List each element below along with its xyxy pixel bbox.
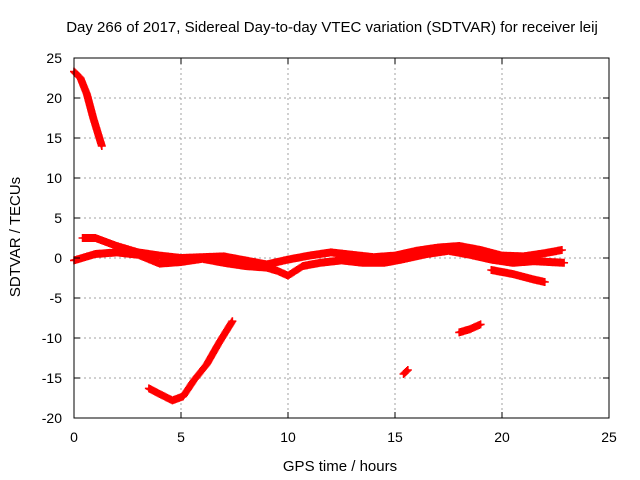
data-point bbox=[94, 236, 97, 240]
data-point bbox=[192, 379, 196, 382]
data-point bbox=[500, 254, 504, 257]
data-point bbox=[562, 261, 566, 264]
data-point bbox=[329, 251, 332, 254]
data-point bbox=[308, 254, 311, 257]
data-point bbox=[532, 260, 536, 263]
data-point bbox=[179, 260, 183, 264]
data-point bbox=[406, 368, 410, 372]
data-point bbox=[222, 261, 225, 264]
data-point bbox=[231, 320, 234, 323]
data-point bbox=[458, 331, 461, 334]
y-tick-label: 5 bbox=[54, 210, 62, 226]
axis-ticks: 0 5 10 15 20 25 -20 -15 -10 -5 0 5 10 15 20 25 bbox=[42, 50, 617, 445]
series-track-short-mid bbox=[455, 320, 485, 337]
data-point bbox=[511, 261, 514, 264]
data-point bbox=[265, 266, 268, 269]
data-point bbox=[201, 257, 204, 260]
y-tick-label: 15 bbox=[46, 130, 62, 146]
data-point bbox=[415, 249, 418, 252]
x-tick-label: 10 bbox=[280, 429, 296, 445]
data-point bbox=[85, 92, 89, 96]
y-tick-label: -5 bbox=[50, 290, 63, 306]
data-point bbox=[383, 261, 386, 264]
x-tick-label: 15 bbox=[387, 429, 403, 445]
data-point bbox=[522, 255, 525, 258]
y-tick-label: -10 bbox=[42, 330, 62, 346]
data-point bbox=[147, 387, 151, 390]
x-tick-label: 5 bbox=[177, 429, 185, 445]
data-point bbox=[490, 258, 493, 261]
x-axis-label: GPS time / hours bbox=[283, 458, 397, 475]
data-point bbox=[218, 340, 221, 344]
data-point bbox=[532, 278, 536, 281]
data-point bbox=[447, 249, 450, 252]
data-point bbox=[468, 328, 472, 331]
data-point bbox=[244, 259, 247, 262]
data-point bbox=[301, 264, 305, 268]
x-tick-label: 25 bbox=[601, 429, 617, 445]
data-point bbox=[181, 395, 185, 398]
data-point bbox=[393, 254, 397, 257]
data-point bbox=[340, 259, 343, 262]
plot-frame bbox=[73, 57, 610, 419]
y-tick-label: -15 bbox=[42, 370, 62, 386]
x-tick-label: 20 bbox=[494, 429, 510, 445]
data-point bbox=[468, 253, 472, 256]
data-point bbox=[490, 268, 493, 272]
data-point bbox=[158, 392, 161, 396]
x-tick-label: 0 bbox=[70, 429, 78, 445]
data-point bbox=[458, 244, 461, 248]
data-point bbox=[479, 323, 482, 326]
data-point bbox=[402, 372, 405, 376]
data-point bbox=[511, 272, 514, 276]
y-tick-label: 10 bbox=[46, 170, 62, 186]
data-point bbox=[400, 258, 403, 261]
data-point bbox=[318, 261, 322, 264]
data-point bbox=[543, 280, 546, 284]
y-axis-label: SDTVAR / TECUs bbox=[7, 177, 24, 297]
y-tick-label: 25 bbox=[46, 50, 62, 66]
data-point bbox=[543, 252, 546, 255]
data-point bbox=[479, 248, 482, 252]
data-point bbox=[94, 252, 97, 256]
data-point bbox=[205, 363, 208, 366]
data-point bbox=[137, 253, 140, 256]
data-point bbox=[100, 144, 104, 148]
data-point bbox=[361, 261, 365, 264]
data-point bbox=[171, 399, 174, 402]
data-point bbox=[158, 254, 161, 257]
y-tick-label: 0 bbox=[54, 250, 62, 266]
series-track-trough-rise bbox=[144, 317, 237, 405]
data-point bbox=[81, 236, 84, 240]
chart-title: Day 266 of 2017, Sidereal Day-to-day VTE… bbox=[66, 19, 598, 36]
y-tick-label: 20 bbox=[46, 90, 62, 106]
data-point bbox=[286, 258, 290, 261]
data-point bbox=[286, 274, 290, 277]
data-point bbox=[244, 264, 247, 268]
data-point bbox=[79, 76, 82, 80]
grid bbox=[74, 58, 609, 418]
data-point bbox=[92, 116, 95, 120]
data-point bbox=[222, 255, 225, 258]
y-tick-label: -20 bbox=[42, 410, 62, 426]
series-track-isolated bbox=[399, 366, 412, 378]
series-track-late-decline bbox=[487, 266, 549, 286]
data-point bbox=[372, 256, 375, 259]
data-point bbox=[115, 251, 119, 254]
data-point bbox=[276, 269, 279, 272]
data-point bbox=[351, 253, 354, 256]
data-point bbox=[115, 244, 119, 248]
data-point bbox=[425, 252, 429, 256]
data-point bbox=[436, 246, 439, 249]
data-point bbox=[560, 248, 564, 252]
data-point bbox=[158, 262, 161, 265]
